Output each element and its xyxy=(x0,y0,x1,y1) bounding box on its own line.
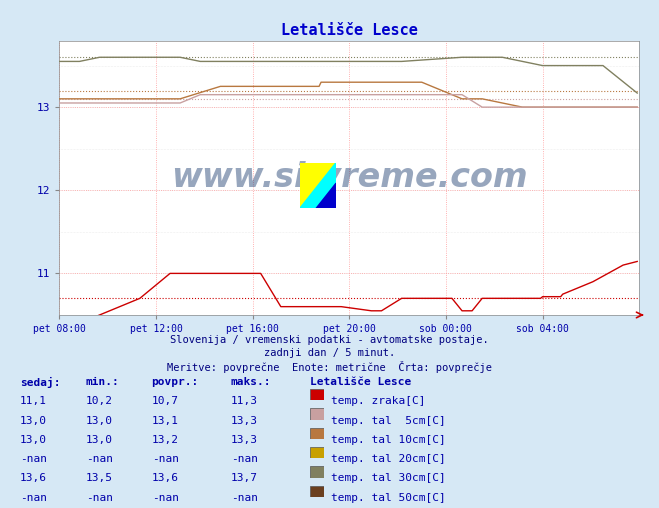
Text: -nan: -nan xyxy=(20,454,47,464)
Text: -nan: -nan xyxy=(152,454,179,464)
Text: 13,0: 13,0 xyxy=(86,416,113,426)
Text: temp. tal 30cm[C]: temp. tal 30cm[C] xyxy=(331,473,445,484)
Text: 13,1: 13,1 xyxy=(152,416,179,426)
Text: 13,6: 13,6 xyxy=(152,473,179,484)
Text: povpr.:: povpr.: xyxy=(152,377,199,387)
Text: 13,0: 13,0 xyxy=(20,416,47,426)
Text: www.si-vreme.com: www.si-vreme.com xyxy=(171,162,528,194)
Text: 13,7: 13,7 xyxy=(231,473,258,484)
Text: Letališče Lesce: Letališče Lesce xyxy=(310,377,411,387)
Text: 11,3: 11,3 xyxy=(231,396,258,406)
Text: temp. zraka[C]: temp. zraka[C] xyxy=(331,396,425,406)
Text: 11,1: 11,1 xyxy=(20,396,47,406)
Text: Meritve: povprečne  Enote: metrične  Črta: povprečje: Meritve: povprečne Enote: metrične Črta:… xyxy=(167,361,492,373)
Text: 13,3: 13,3 xyxy=(231,435,258,445)
Text: sedaj:: sedaj: xyxy=(20,377,60,388)
Text: min.:: min.: xyxy=(86,377,119,387)
Text: -nan: -nan xyxy=(231,493,258,503)
Text: temp. tal 20cm[C]: temp. tal 20cm[C] xyxy=(331,454,445,464)
Text: -nan: -nan xyxy=(231,454,258,464)
Text: 13,0: 13,0 xyxy=(20,435,47,445)
Text: 13,3: 13,3 xyxy=(231,416,258,426)
Text: temp. tal  5cm[C]: temp. tal 5cm[C] xyxy=(331,416,445,426)
Polygon shape xyxy=(300,163,336,208)
Text: 13,2: 13,2 xyxy=(152,435,179,445)
Polygon shape xyxy=(300,163,336,208)
Text: Slovenija / vremenski podatki - avtomatske postaje.: Slovenija / vremenski podatki - avtomats… xyxy=(170,335,489,345)
Text: temp. tal 50cm[C]: temp. tal 50cm[C] xyxy=(331,493,445,503)
Text: -nan: -nan xyxy=(152,493,179,503)
Text: 13,6: 13,6 xyxy=(20,473,47,484)
Text: -nan: -nan xyxy=(86,493,113,503)
Text: -nan: -nan xyxy=(20,493,47,503)
Title: Letališče Lesce: Letališče Lesce xyxy=(281,23,418,38)
Text: zadnji dan / 5 minut.: zadnji dan / 5 minut. xyxy=(264,348,395,358)
Text: 13,0: 13,0 xyxy=(86,435,113,445)
Text: 10,7: 10,7 xyxy=(152,396,179,406)
Text: -nan: -nan xyxy=(86,454,113,464)
Polygon shape xyxy=(316,183,336,208)
Text: maks.:: maks.: xyxy=(231,377,271,387)
Text: temp. tal 10cm[C]: temp. tal 10cm[C] xyxy=(331,435,445,445)
Text: 13,5: 13,5 xyxy=(86,473,113,484)
Text: 10,2: 10,2 xyxy=(86,396,113,406)
